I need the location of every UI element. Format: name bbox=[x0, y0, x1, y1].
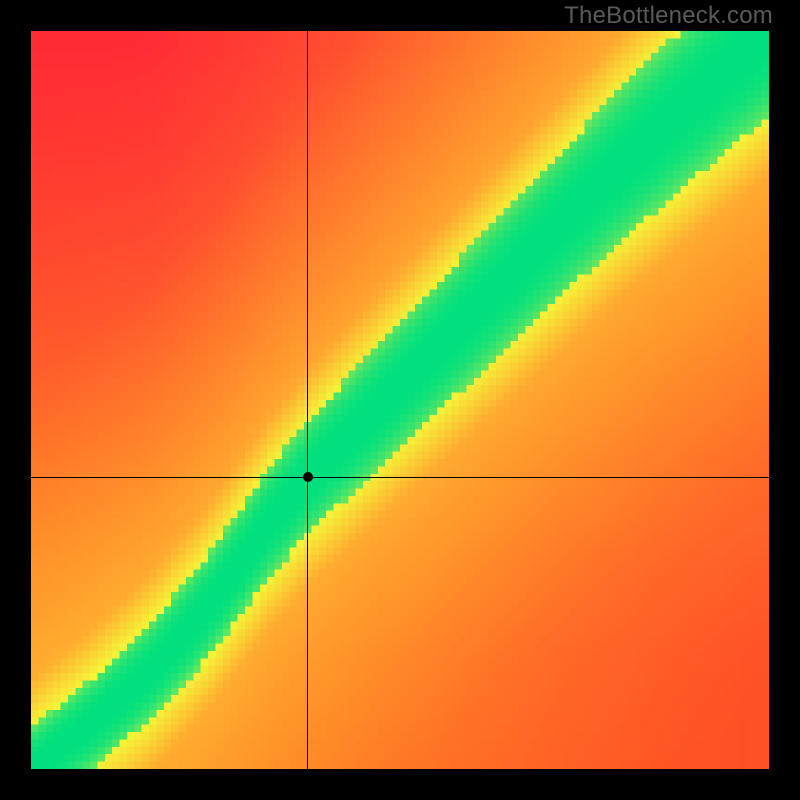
heatmap-canvas bbox=[31, 31, 769, 769]
crosshair-vertical bbox=[307, 31, 308, 769]
watermark-text: TheBottleneck.com bbox=[564, 2, 773, 30]
chart-frame: TheBottleneck.com bbox=[0, 0, 800, 800]
crosshair-horizontal bbox=[31, 477, 769, 478]
